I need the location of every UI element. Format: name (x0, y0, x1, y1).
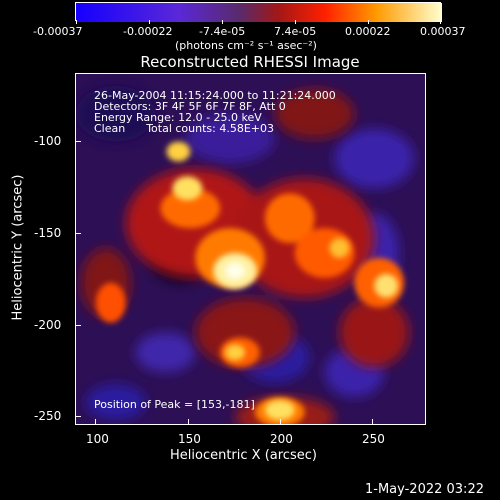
plot-title: Reconstructed RHESSI Image (140, 53, 360, 71)
y-tick-label: -150 (34, 226, 62, 240)
y-axis-label: Heliocentric Y (arcsec) (10, 174, 26, 321)
render-date: 1-May-2022 03:22 (365, 482, 484, 497)
info-line-detectors: Detectors: 3F 4F 5F 6F 7F 8F, Att 0 (94, 100, 286, 113)
colorbar-tick-label: -0.00022 (123, 25, 173, 38)
solar-image (76, 74, 425, 424)
y-tick-label: -250 (34, 409, 62, 423)
colorbar (75, 2, 442, 24)
y-tick-mark (75, 233, 81, 234)
info-line-time: 26-May-2004 11:15:24.000 to 11:21:24.000 (94, 89, 336, 102)
x-tick-mark (95, 419, 96, 425)
colorbar-tick (149, 20, 150, 24)
x-tick-mark (280, 419, 281, 425)
colorbar-tick (76, 20, 77, 24)
colorbar-tick (440, 20, 441, 24)
info-line-energy: Energy Range: 12.0 - 25.0 keV (94, 111, 262, 124)
y-tick-mark (75, 416, 81, 417)
info-line-counts: Clean Total counts: 4.58E+03 (94, 122, 275, 135)
x-tick-label: 150 (178, 432, 201, 446)
x-tick-mark (188, 419, 189, 425)
x-tick-label: 250 (362, 432, 385, 446)
x-tick-mark (372, 419, 373, 425)
colorbar-tick (368, 20, 369, 24)
colorbar-tick-label: 7.4e-05 (274, 25, 317, 38)
y-tick-mark (75, 141, 81, 142)
colorbar-tick-label: -7.4e-05 (199, 25, 246, 38)
x-tick-label: 200 (270, 432, 293, 446)
colorbar-tick-label: -0.00037 (33, 25, 83, 38)
x-tick-label: 100 (86, 432, 109, 446)
colorbar-gradient (76, 3, 442, 22)
image-plot-area: 26-May-2004 11:15:24.000 to 11:21:24.000… (75, 73, 426, 425)
colorbar-tick (295, 20, 296, 24)
colorbar-tick (222, 20, 223, 24)
y-tick-label: -200 (34, 318, 62, 332)
colorbar-units: (photons cm⁻² s⁻¹ asec⁻²) (175, 39, 317, 52)
colorbar-tick-label: 0.00037 (420, 25, 466, 38)
x-axis-label: Heliocentric X (arcsec) (170, 448, 317, 463)
colorbar-tick-label: 0.00022 (345, 25, 391, 38)
peak-position: Position of Peak = [153,-181] (94, 398, 255, 411)
y-tick-label: -100 (34, 134, 62, 148)
y-tick-mark (75, 325, 81, 326)
